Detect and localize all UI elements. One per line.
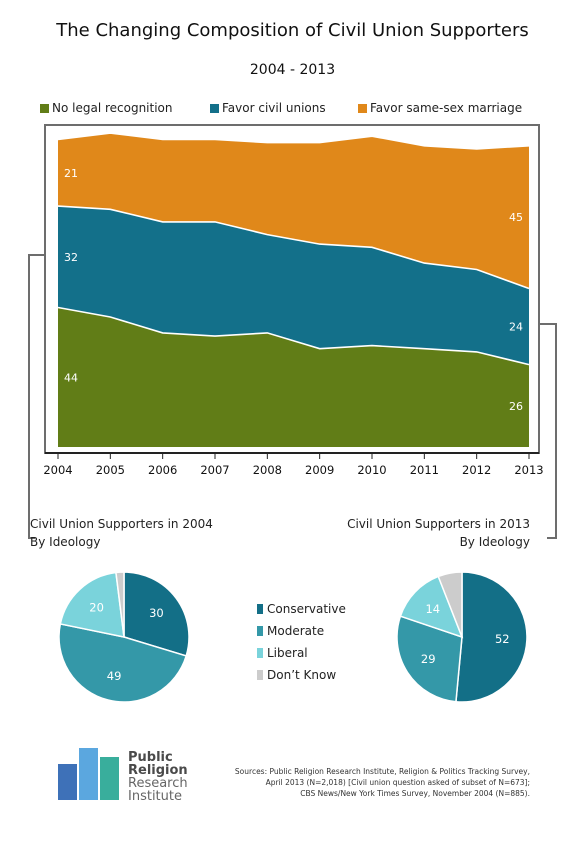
area-favor-same-sex-marriage — [58, 133, 529, 289]
legend-label-no-legal-recognition: No legal recognition — [52, 101, 173, 115]
series-boundary-line — [57, 205, 530, 290]
pie-2004-slice-label: 49 — [107, 669, 122, 683]
logo-bar-3 — [100, 757, 119, 800]
pie-legend-swatch-dont-know — [257, 670, 263, 680]
bracket-2013 — [539, 323, 557, 539]
pie-2013-title: Civil Union Supporters in 2013 — [347, 517, 530, 531]
sources-note: Sources: Public Religion Research Instit… — [205, 766, 530, 799]
sources-line-1: Sources: Public Religion Research Instit… — [234, 767, 530, 776]
series-top-line — [57, 132, 530, 150]
area-legend: No legal recognition Favor civil unions … — [40, 101, 560, 119]
pie-2013-slice-conservative — [455, 571, 528, 703]
pie-2013-slice-liberal — [399, 575, 464, 639]
x-tick-label: 2013 — [514, 463, 543, 477]
x-tick-label: 2004 — [43, 463, 72, 477]
data-label: 26 — [509, 400, 523, 413]
chart-title: The Changing Composition of Civil Union … — [56, 20, 529, 41]
pie-2004-slice-don-t-know — [115, 571, 125, 638]
pie-legend-label-conservative: Conservative — [267, 602, 346, 616]
pie-2004: 30 49 20 — [58, 571, 190, 703]
prri-logo — [58, 744, 123, 800]
pie-legend-label-moderate: Moderate — [267, 624, 325, 638]
prri-logo-text: Public Religion Research Institute — [128, 751, 188, 803]
x-tick-label: 2011 — [410, 463, 439, 477]
legend-label-favor-civil-unions: Favor civil unions — [222, 101, 326, 115]
pie-2013-subtitle: By Ideology — [459, 535, 530, 549]
pie-2004-slice-moderate — [58, 623, 188, 703]
sources-line-3: CBS News/New York Times Survey, November… — [300, 789, 530, 798]
pie-2004-title: Civil Union Supporters in 2004 — [30, 517, 213, 531]
pie-legend-swatch-moderate — [257, 626, 263, 636]
bracket-2004 — [28, 254, 45, 539]
pie-legend-swatch-liberal — [257, 648, 263, 658]
pie-2004-slice-liberal — [59, 571, 125, 638]
x-tick-label: 2006 — [148, 463, 177, 477]
legend-item-favor-same-sex-marriage: Favor same-sex marriage — [358, 101, 522, 115]
legend-item-favor-civil-unions: Favor civil unions — [210, 101, 326, 115]
data-label: 44 — [64, 371, 78, 384]
pie-2004-title-block: Civil Union Supporters in 2004 By Ideolo… — [30, 515, 213, 551]
logo-line-3: Research — [128, 776, 188, 791]
pie-legend-item-moderate: Moderate — [257, 620, 346, 642]
data-label: 45 — [509, 211, 523, 224]
pie-legend-label-dont-know: Don’t Know — [267, 668, 337, 682]
pie-2004-slice-label: 20 — [89, 600, 104, 614]
legend-item-no-legal-recognition: No legal recognition — [40, 101, 173, 115]
logo-line-2: Religion — [128, 763, 188, 778]
pie-2013-title-block: Civil Union Supporters in 2013 By Ideolo… — [330, 515, 530, 551]
pie-legend-item-conservative: Conservative — [257, 598, 346, 620]
legend-swatch-favor-same-sex-marriage — [358, 103, 367, 113]
data-label: 32 — [64, 251, 78, 264]
data-label: 24 — [509, 321, 523, 334]
pie-2004-subtitle: By Ideology — [30, 535, 101, 549]
pie-legend-item-liberal: Liberal — [257, 642, 346, 664]
pie-legend-item-dont-know: Don’t Know — [257, 664, 346, 686]
legend-label-favor-same-sex-marriage: Favor same-sex marriage — [370, 101, 523, 115]
x-tick-label: 2010 — [357, 463, 386, 477]
pie-legend: Conservative Moderate Liberal Don’t Know — [257, 598, 346, 686]
area-favor-civil-unions — [58, 206, 529, 365]
logo-bar-1 — [58, 764, 77, 800]
pie-2013-slice-label: 29 — [421, 652, 436, 666]
x-tick-label: 2007 — [200, 463, 229, 477]
area-plot: 44 32 21 26 24 45 — [57, 132, 530, 447]
pie-2004-slice-label: 30 — [149, 606, 164, 620]
x-tick-label: 2005 — [96, 463, 125, 477]
chart-frame — [44, 124, 540, 454]
logo-line-4: Institute — [128, 789, 182, 804]
pie-legend-label-liberal: Liberal — [267, 646, 308, 660]
pie-2013: 52 29 14 — [396, 571, 528, 703]
pie-2013-slice-don-t-know — [437, 571, 463, 638]
pie-legend-swatch-conservative — [257, 604, 263, 614]
data-label: 21 — [64, 167, 78, 180]
sources-line-2: April 2013 (N=2,018) [Civil union questi… — [265, 778, 530, 787]
pie-2013-slice-label: 14 — [425, 602, 440, 616]
legend-swatch-no-legal-recognition — [40, 103, 49, 113]
pie-2013-slice-label: 52 — [495, 632, 510, 646]
series-boundary-line — [57, 306, 530, 366]
chart-subtitle: 2004 - 2013 — [249, 62, 336, 78]
logo-bar-2 — [79, 748, 98, 800]
legend-swatch-favor-civil-unions — [210, 103, 219, 113]
pie-2004-slice-conservative — [123, 571, 190, 657]
pie-2013-slice-moderate — [396, 615, 463, 703]
area-no-legal-recognition — [58, 307, 529, 447]
x-tick-label: 2009 — [305, 463, 334, 477]
x-tick-label: 2012 — [462, 463, 491, 477]
prri-logo-mark — [58, 748, 119, 800]
logo-line-1: Public — [128, 750, 173, 765]
x-tick-label: 2008 — [253, 463, 282, 477]
